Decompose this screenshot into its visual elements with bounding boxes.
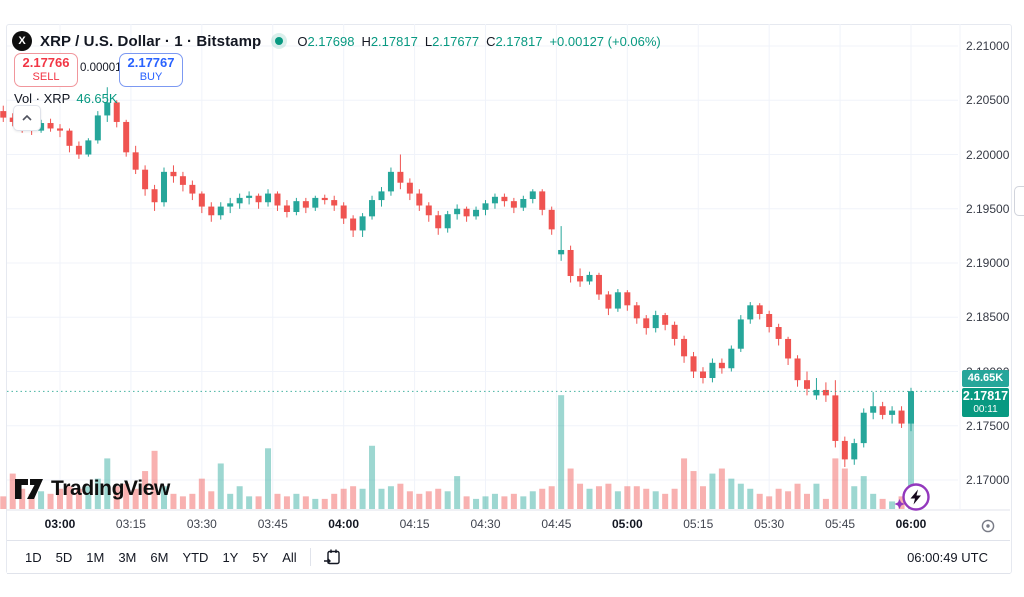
- close-label: C: [486, 33, 496, 49]
- last-price-badge: 2.17817 00:11: [962, 388, 1009, 417]
- range-buttons: 1D 5D 1M 3M 6M YTD 1Y 5Y All: [18, 547, 304, 568]
- price-tick-2.20500: 2.20500: [966, 93, 1010, 108]
- range-button-1y[interactable]: 1Y: [222, 549, 239, 565]
- ohlc-values: O2.17698 H2.17817 L2.17677 C2.17817 +0.0…: [297, 34, 660, 49]
- xrp-logo-letter: X: [18, 35, 26, 47]
- chevron-up-icon: [22, 115, 32, 121]
- volume-study-label[interactable]: Vol · XRP: [14, 91, 71, 106]
- range-button-6m[interactable]: 6M: [150, 549, 169, 565]
- timezone-icon[interactable]: [980, 518, 996, 534]
- price-tick-2.17500: 2.17500: [966, 418, 1010, 433]
- close-value: 2.17817: [495, 33, 543, 49]
- buy-button[interactable]: 2.17767 BUY: [119, 53, 183, 87]
- buy-label: BUY: [139, 71, 163, 84]
- collapse-pane-button[interactable]: [13, 105, 41, 131]
- last-price-value: 2.17817: [962, 389, 1009, 403]
- sell-price: 2.17766: [22, 55, 70, 71]
- low-value: 2.17677: [432, 33, 480, 49]
- price-tick-2.18500: 2.18500: [966, 310, 1010, 325]
- time-tick-04:45: 04:45: [541, 517, 572, 531]
- price-tick-2.19500: 2.19500: [966, 201, 1010, 216]
- price-tick-2.20000: 2.20000: [966, 147, 1010, 162]
- volume-badge: 46.65K: [962, 370, 1009, 387]
- range-button-3m[interactable]: 3M: [118, 549, 137, 565]
- range-button-5y[interactable]: 5Y: [252, 549, 269, 565]
- lightning-icon[interactable]: [894, 479, 936, 517]
- goto-date-button[interactable]: [319, 546, 346, 569]
- goto-date-icon: [323, 549, 340, 564]
- range-button-ytd[interactable]: YTD: [182, 549, 209, 565]
- time-tick-05:15: 05:15: [683, 517, 714, 531]
- time-tick-04:30: 04:30: [470, 517, 501, 531]
- time-tick-05:45: 05:45: [825, 517, 856, 531]
- buy-price: 2.17767: [127, 55, 175, 71]
- price-tick-2.17000: 2.17000: [966, 473, 1010, 487]
- range-button-all[interactable]: All: [282, 549, 297, 565]
- time-tick-03:30: 03:30: [186, 517, 217, 531]
- clock-label[interactable]: 06:00:49 UTC: [907, 549, 988, 565]
- time-tick-05:30: 05:30: [754, 517, 785, 531]
- bar-countdown: 00:11: [973, 404, 998, 415]
- scroll-handle[interactable]: [1014, 186, 1024, 216]
- price-tick-2.19000: 2.19000: [966, 256, 1010, 270]
- time-tick-03:00: 03:00: [44, 517, 76, 531]
- bottom-toolbar: 1D 5D 1M 3M 6M YTD 1Y 5Y All 06:00:49 UTC: [7, 540, 1010, 574]
- time-tick-04:15: 04:15: [399, 517, 430, 531]
- high-value: 2.17817: [370, 33, 418, 49]
- range-button-5d[interactable]: 5D: [55, 549, 73, 565]
- tradingview-logo[interactable]: TradingView: [15, 477, 170, 501]
- time-tick-03:45: 03:45: [257, 517, 288, 531]
- time-tick-04:00: 04:00: [328, 517, 360, 531]
- time-tick-06:00: 06:00: [895, 517, 927, 531]
- volume-study-row: Vol · XRP 46.65K: [14, 91, 118, 106]
- high-label: H: [361, 33, 371, 49]
- open-value: 2.17698: [307, 33, 355, 49]
- sell-button[interactable]: 2.17766 SELL: [14, 53, 78, 87]
- tradingview-logo-icon: [15, 479, 43, 499]
- tradingview-wordmark: TradingView: [51, 477, 170, 500]
- low-label: L: [424, 33, 433, 49]
- time-tick-05:00: 05:00: [611, 517, 643, 531]
- market-status-icon[interactable]: [275, 37, 284, 45]
- symbol-title[interactable]: XRP / U.S. Dollar · 1 · Bitstamp: [40, 32, 262, 50]
- toolbar-divider: [309, 548, 311, 566]
- change-value: +0.00127 (+0.06%): [549, 33, 661, 49]
- open-label: O: [297, 33, 308, 49]
- xrp-logo-icon[interactable]: X: [12, 31, 32, 51]
- sell-label: SELL: [32, 71, 60, 84]
- range-button-1m[interactable]: 1M: [86, 549, 105, 565]
- symbol-header: X XRP / U.S. Dollar · 1 · Bitstamp O2.17…: [12, 30, 661, 52]
- time-tick-03:15: 03:15: [115, 517, 146, 531]
- volume-study-value: 46.65K: [76, 91, 118, 106]
- price-tick-2.21000: 2.21000: [966, 39, 1010, 53]
- range-button-1d[interactable]: 1D: [25, 549, 42, 565]
- spread-value: 0.00001: [80, 62, 122, 74]
